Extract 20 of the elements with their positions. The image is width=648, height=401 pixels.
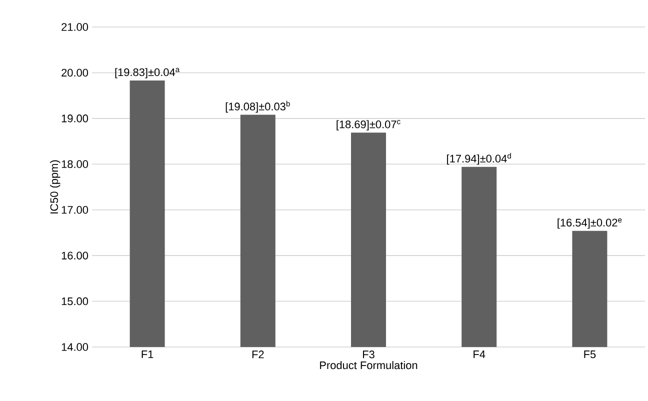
x-axis-title: Product Formulation bbox=[320, 361, 418, 370]
y-tick-label: 20.00 bbox=[62, 68, 88, 77]
y-tick-label: 21.00 bbox=[62, 23, 88, 31]
data-label: [19.08]±0.03$^{b}$ bbox=[226, 100, 290, 113]
x-tick-label: F5 bbox=[584, 350, 596, 358]
x-tick-label: F4 bbox=[474, 350, 486, 358]
y-tick-label: 16.00 bbox=[62, 252, 88, 260]
y-tick-label: 18.00 bbox=[62, 160, 88, 168]
x-tick-label: F3 bbox=[363, 350, 374, 358]
y-axis-title: IC50 (ppm) bbox=[50, 160, 60, 214]
x-tick-label: F2 bbox=[252, 350, 264, 358]
x-tick-label: F1 bbox=[142, 350, 154, 358]
y-tick-label: 14.00 bbox=[62, 343, 88, 351]
y-tick-label: 15.00 bbox=[62, 297, 88, 306]
data-label: [16.54]±0.02$^{e}$ bbox=[558, 218, 622, 229]
data-label: [17.94]±0.04$^{d}$ bbox=[447, 152, 511, 165]
data-label: [19.83]±0.04$^{a}$ bbox=[115, 68, 180, 78]
y-tick-label: 19.00 bbox=[62, 114, 88, 122]
data-label: [18.69]±0.07$^{c}$ bbox=[336, 120, 400, 130]
y-tick-label: 17.00 bbox=[62, 206, 88, 214]
